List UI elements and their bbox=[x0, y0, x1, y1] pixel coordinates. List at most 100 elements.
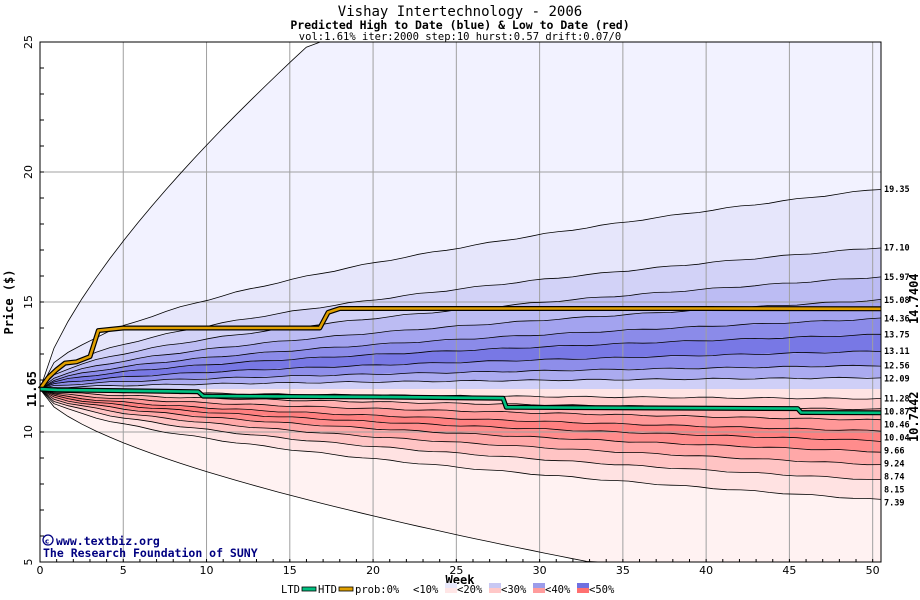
quantile-line-14 bbox=[39, 388, 882, 453]
quantile-line-17 bbox=[39, 388, 882, 500]
quantile-label: 8.15 bbox=[884, 486, 904, 496]
quantile-label: 17.10 bbox=[884, 243, 910, 253]
quantile-line-1 bbox=[39, 247, 882, 390]
legend-item-label: <20% bbox=[457, 584, 483, 596]
quantile-label: 7.39 bbox=[884, 499, 904, 509]
band-lower-7 bbox=[40, 389, 881, 481]
right-quantile-labels: 19.35 17.10 15.97 15.08 14.36 13.75 13.11 12.56… bbox=[884, 185, 910, 509]
x-tick-label: 0 bbox=[37, 564, 44, 577]
chart-title: Vishay Intertechnology - 2006 bbox=[338, 4, 582, 20]
y-tick-label: 5 bbox=[22, 559, 35, 566]
quantile-label: 10.46 bbox=[884, 421, 910, 431]
quantile-label: 19.35 bbox=[884, 185, 910, 195]
legend-htd-label: HTD bbox=[318, 584, 337, 596]
htd-end-label: 14.7404 bbox=[907, 273, 920, 324]
band-lower-3 bbox=[40, 389, 881, 431]
quantile-label: 13.11 bbox=[884, 347, 910, 357]
x-tick-label: 10 bbox=[200, 564, 214, 577]
quantile-line-11 bbox=[39, 388, 882, 421]
band-lower-5 bbox=[40, 389, 881, 452]
legend-swatch-red bbox=[489, 588, 501, 593]
y-tick-label: 10 bbox=[22, 425, 35, 439]
legend-item-label: <40% bbox=[545, 584, 571, 596]
quantile-label: 12.09 bbox=[884, 374, 910, 384]
legend-swatch-blue bbox=[489, 583, 501, 588]
quantile-label: 10.04 bbox=[884, 434, 910, 444]
quantile-label: 9.66 bbox=[884, 447, 904, 457]
ltd-end-label: 10.7442 bbox=[907, 391, 920, 442]
legend-swatch-red bbox=[401, 588, 413, 593]
quantile-label: 10.87 bbox=[884, 408, 910, 418]
band-upper-0 bbox=[40, 188, 881, 390]
band-upper-5 bbox=[40, 334, 881, 390]
band-lower-8 bbox=[40, 389, 881, 500]
quantile-line-7 bbox=[39, 364, 882, 390]
quantile-label: 9.24 bbox=[884, 460, 904, 470]
quantile-label: 8.74 bbox=[884, 473, 904, 483]
chart-subtitle: Predicted High to Date (blue) & Low to D… bbox=[290, 18, 629, 32]
x-tick-label: 20 bbox=[366, 564, 380, 577]
x-tick-label: 25 bbox=[449, 564, 463, 577]
legend-item-label: <30% bbox=[501, 584, 527, 596]
quantile-label: 13.75 bbox=[884, 331, 910, 341]
legend-item-label: <10% bbox=[413, 584, 439, 596]
plot-frame bbox=[39, 41, 882, 563]
band-lower-6 bbox=[40, 389, 881, 465]
legend-item-label: <50% bbox=[589, 584, 615, 596]
copyright-icon bbox=[42, 534, 54, 546]
legend-swatch-blue bbox=[533, 583, 545, 588]
quantile-label: 15.97 bbox=[884, 273, 910, 283]
copyright-symbol: c bbox=[45, 538, 49, 546]
band-upper-2 bbox=[40, 276, 881, 390]
legend-swatch-blue bbox=[445, 583, 457, 588]
x-tick-label: 50 bbox=[866, 564, 880, 577]
legend-swatch-red bbox=[533, 588, 545, 593]
legend: LTD HTD prob:0% <10% <20% <30% <40% <50% bbox=[281, 583, 615, 596]
band-upper-6 bbox=[40, 351, 881, 390]
band-upper-7 bbox=[40, 365, 881, 390]
legend-swatch-red bbox=[577, 588, 589, 593]
quantile-label: 15.08 bbox=[884, 296, 910, 306]
band-upper-1 bbox=[40, 247, 881, 390]
legend-ltd-swatch bbox=[301, 586, 317, 592]
x-tick-label: 15 bbox=[283, 564, 297, 577]
ltd-line bbox=[39, 387, 882, 415]
legend-swatch-red bbox=[445, 588, 457, 593]
quantile-label: 12.56 bbox=[884, 361, 910, 371]
quantile-line-4 bbox=[39, 317, 882, 390]
x-tick-label: 5 bbox=[120, 564, 127, 577]
htd-line bbox=[38, 307, 882, 390]
band-upper-3 bbox=[40, 299, 881, 390]
quantile-line-5 bbox=[39, 333, 881, 390]
y-axis-label: Price ($) bbox=[2, 269, 16, 334]
credit-url: www.textbiz.org bbox=[56, 534, 160, 548]
chart-params: vol:1.61% iter:2000 step:10 hurst:0.57 d… bbox=[299, 31, 621, 43]
band-upper-outer bbox=[40, 42, 881, 390]
quantile-label: 11.28 bbox=[884, 395, 910, 405]
legend-htd-swatch bbox=[338, 586, 354, 592]
y-axis-ticks: 5 10 15 20 25 bbox=[22, 35, 35, 566]
quantile-line-8 bbox=[39, 376, 882, 390]
quantile-line-0 bbox=[39, 189, 882, 390]
y-tick-label: 25 bbox=[22, 35, 35, 49]
band-lower-0 bbox=[40, 389, 881, 399]
y-tick-label: 20 bbox=[22, 165, 35, 179]
x-tick-label: 40 bbox=[699, 564, 713, 577]
quantile-label: 14.36 bbox=[884, 315, 910, 325]
x-axis-ticks: 0 5 10 15 20 25 30 35 40 45 50 bbox=[37, 564, 880, 577]
y-tick-label: 15 bbox=[22, 295, 35, 309]
start-price-label: 11.65 bbox=[25, 371, 39, 407]
quantile-lines bbox=[39, 41, 882, 563]
band-upper-4 bbox=[40, 318, 881, 390]
band-upper-8 bbox=[40, 377, 881, 390]
x-tick-label: 30 bbox=[533, 564, 547, 577]
quantile-line-6 bbox=[39, 350, 882, 390]
legend-swatch-blue bbox=[577, 583, 589, 588]
quantile-line-13 bbox=[39, 388, 882, 442]
quantile-line-16 bbox=[39, 388, 882, 480]
band-lower-outer bbox=[40, 389, 881, 562]
series-lines bbox=[37, 306, 882, 416]
legend-swatch-blue bbox=[401, 583, 413, 588]
quantile-line-12 bbox=[39, 388, 882, 432]
